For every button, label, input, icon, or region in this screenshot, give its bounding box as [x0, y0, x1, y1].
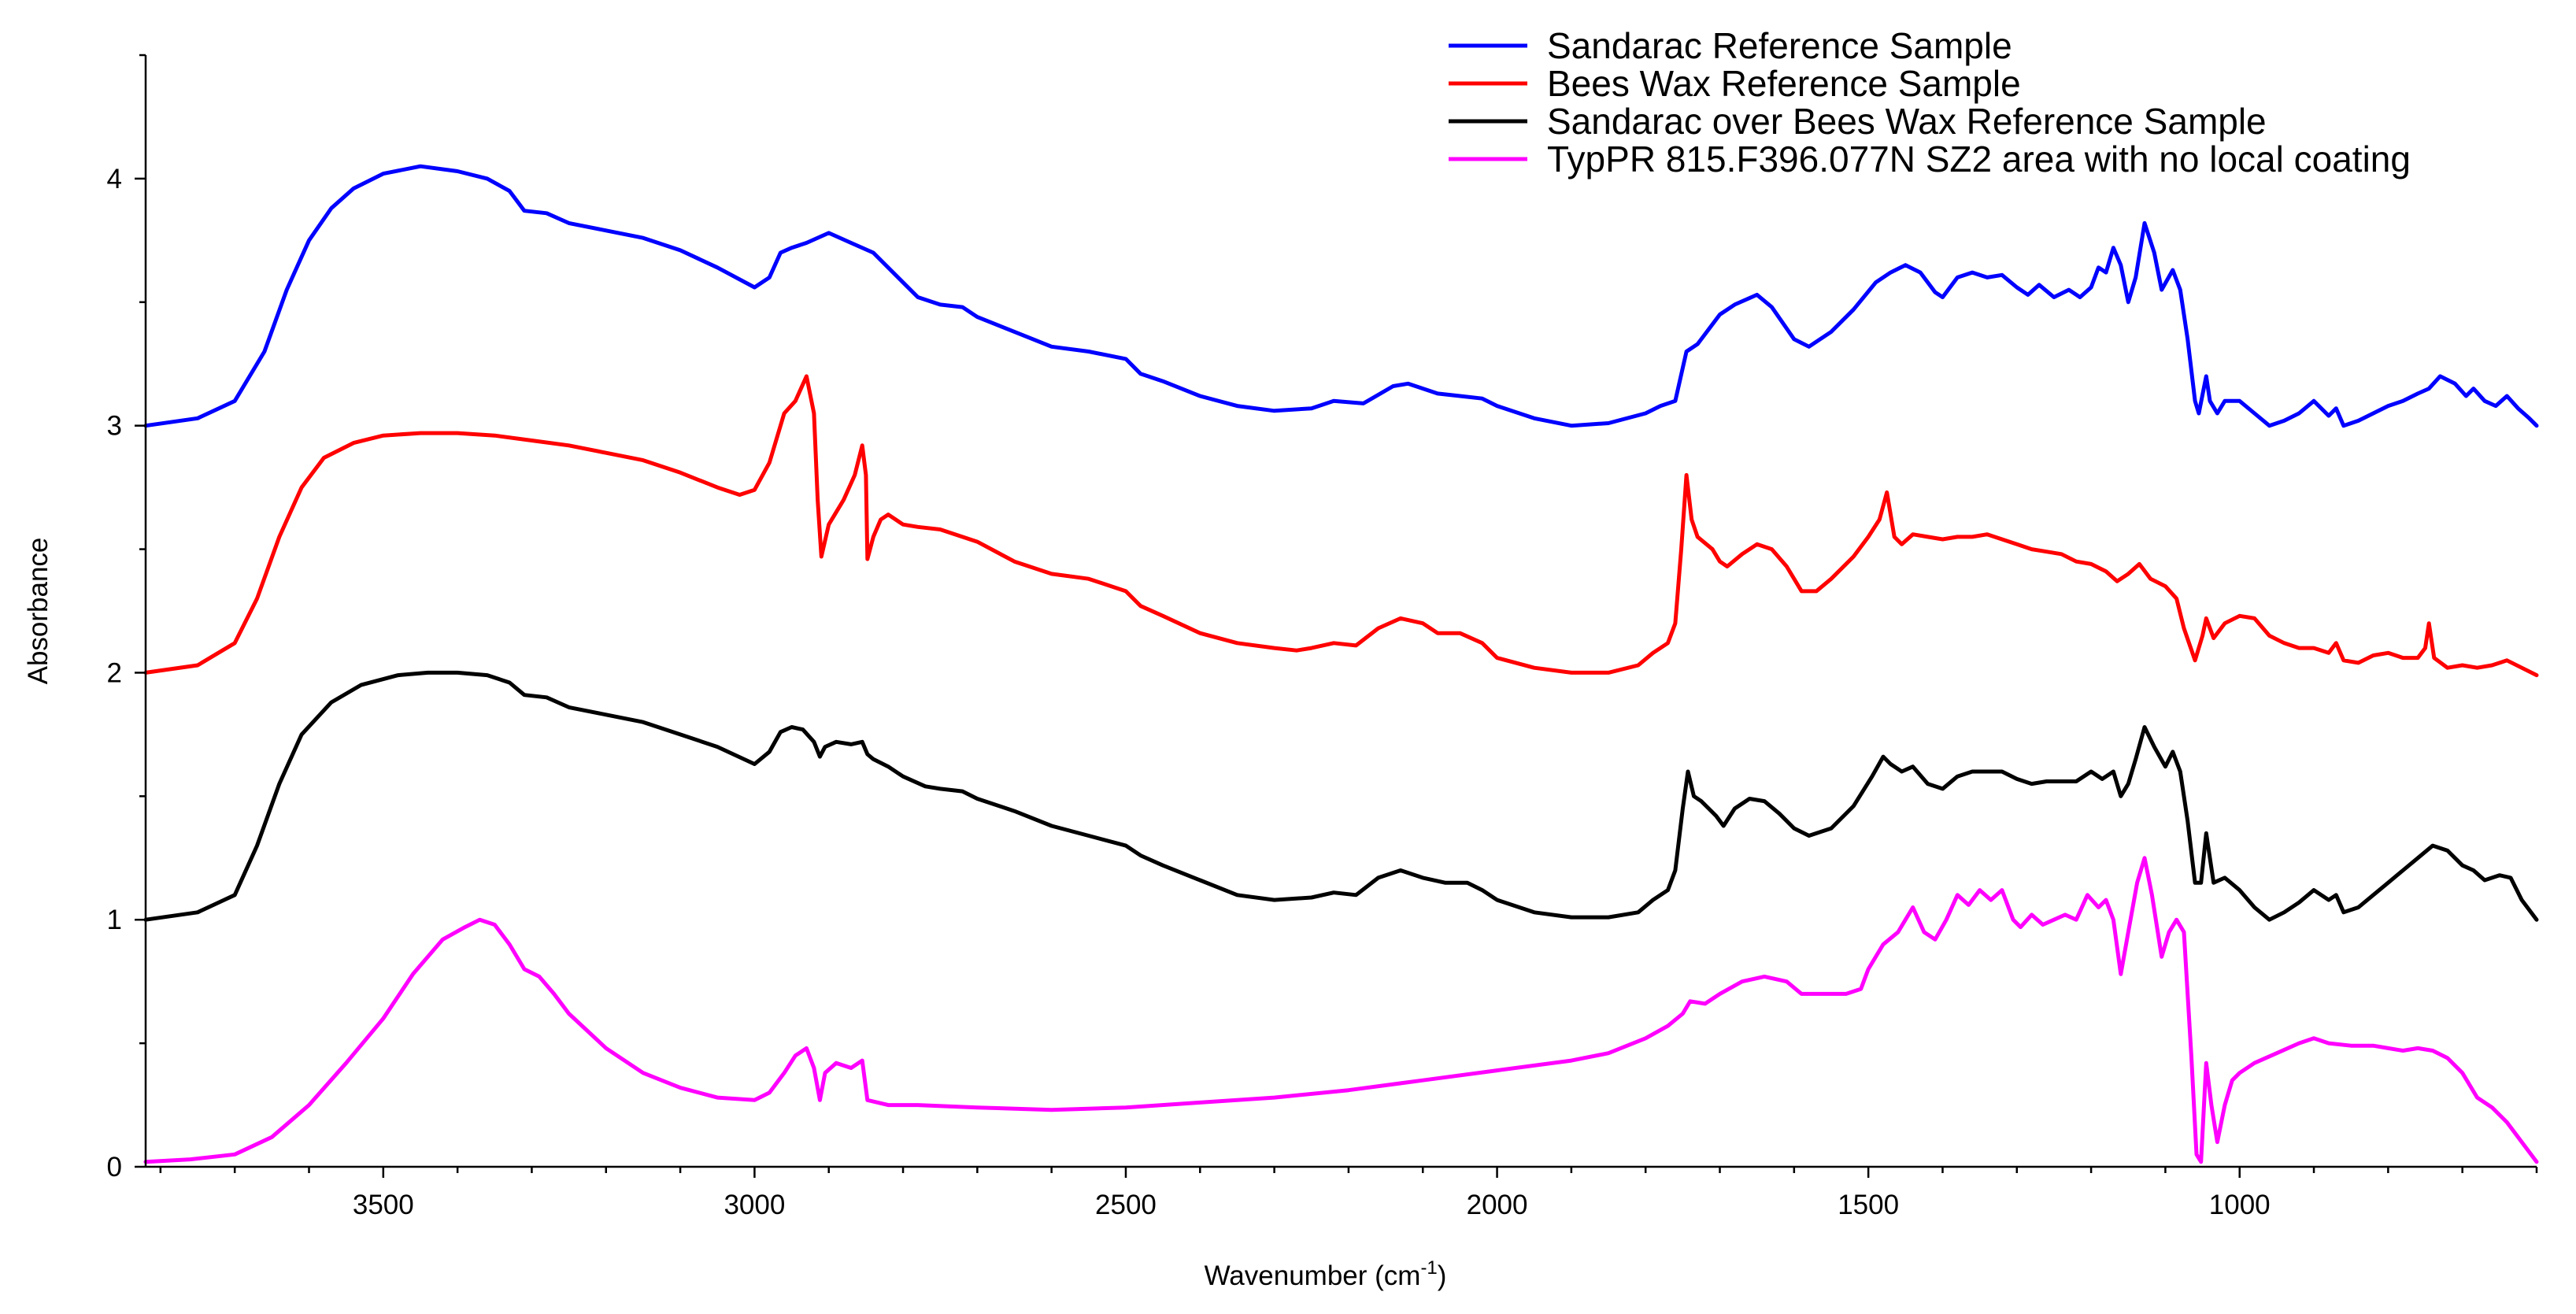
- x-tick-label: 2500: [1095, 1190, 1157, 1220]
- x-tick-label: 1500: [1838, 1190, 1899, 1220]
- y-tick-label: 2: [107, 657, 122, 688]
- x-axis-title-sup: -1: [1420, 1257, 1437, 1279]
- series-line-3: [143, 670, 2539, 922]
- y-ticks: 0 1 2 3 4: [107, 54, 146, 1183]
- y-tick-label: 1: [107, 905, 122, 935]
- y-tick-label: 3: [107, 411, 122, 442]
- legend-label-4: TypPR 815.F396.077N SZ2 area with no loc…: [1547, 139, 2411, 180]
- x-axis-title-main: Wavenumber (cm: [1205, 1260, 1421, 1291]
- series-line-2: [143, 374, 2539, 678]
- legend-label-1: Sandarac Reference Sample: [1547, 25, 2012, 66]
- series-layer: [143, 164, 2539, 1164]
- x-tick-label: 3500: [353, 1190, 414, 1220]
- x-tick-label: 3000: [724, 1190, 785, 1220]
- series-line-4: [143, 856, 2539, 1164]
- y-tick-label: 0: [107, 1152, 122, 1183]
- legend-label-2: Bees Wax Reference Sample: [1547, 63, 2021, 104]
- x-tick-label: 2000: [1467, 1190, 1528, 1220]
- x-axis-title: Wavenumber (cm-1): [1205, 1257, 1447, 1291]
- x-tick-label: 1000: [2209, 1190, 2271, 1220]
- x-axis-title-close: ): [1438, 1260, 1447, 1291]
- legend-label-3: Sandarac over Bees Wax Reference Sample: [1547, 101, 2267, 142]
- y-tick-label: 4: [107, 164, 122, 194]
- axes-layer: [144, 55, 2537, 1168]
- series-line-1: [143, 164, 2539, 428]
- y-axis-title: Absorbance: [23, 538, 54, 685]
- x-ticks: 3500 3000 2500 2000 1500 1000: [159, 1167, 2538, 1220]
